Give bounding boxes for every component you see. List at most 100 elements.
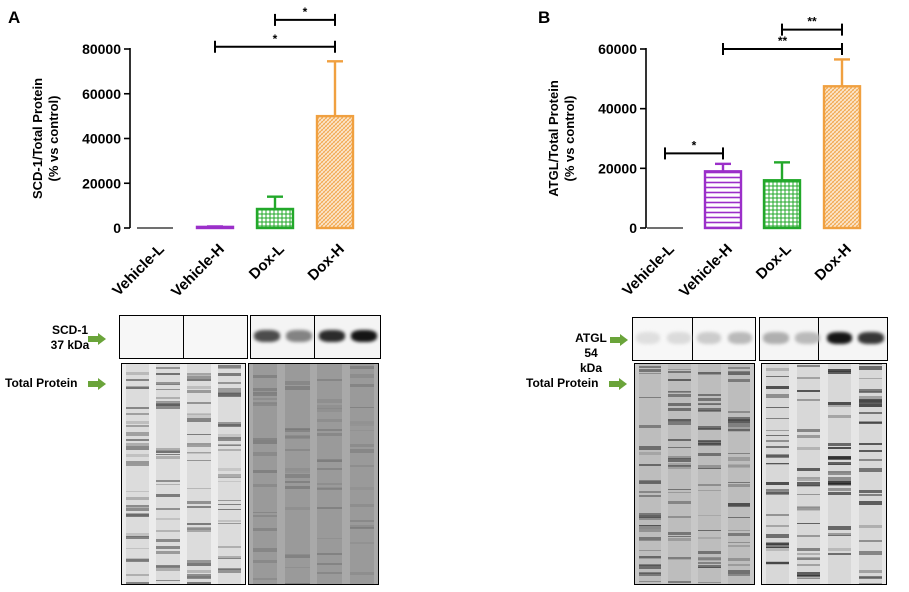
- gel-band: [796, 376, 821, 380]
- gel-lane: [187, 364, 211, 584]
- gel-band: [858, 366, 883, 370]
- gel-band: [796, 468, 821, 471]
- gel-band: [252, 577, 278, 580]
- x-tick-label-text: Vehicle-L: [619, 241, 678, 300]
- gel-band: [727, 420, 751, 424]
- gel-band: [796, 429, 821, 433]
- gel-band: [668, 371, 691, 374]
- gel-band: [668, 491, 691, 493]
- gel-band: [349, 422, 375, 425]
- gel-band: [349, 487, 375, 491]
- gel-band: [727, 570, 751, 574]
- panel-a: A 0 20000 40000 60000 80000 SCD-1/Total Prote…: [0, 0, 454, 592]
- gel-band: [858, 421, 883, 425]
- gel-band: [349, 542, 375, 545]
- gel-band: [796, 508, 821, 511]
- blot-divider: [692, 318, 693, 360]
- gel-band: [187, 375, 211, 380]
- gel-band: [156, 396, 180, 400]
- gel-band: [796, 553, 821, 556]
- gel-band: [858, 377, 883, 380]
- gel-band: [765, 534, 790, 538]
- gel-band: [156, 579, 180, 581]
- gel-band: [796, 557, 821, 561]
- x-tick-label: Dox-H: [305, 241, 348, 284]
- gel-band: [217, 557, 242, 560]
- gel-band: [727, 533, 751, 537]
- blot-divider: [314, 316, 315, 358]
- total-protein-blot-right: [761, 363, 887, 585]
- gel-band: [638, 565, 662, 570]
- gel-band: [827, 462, 852, 466]
- gel-band: [727, 457, 751, 461]
- gel-band: [727, 484, 751, 487]
- gel-band: [765, 490, 790, 495]
- gel-band: [317, 458, 342, 463]
- gel-band: [349, 465, 375, 467]
- gel-band: [125, 573, 150, 577]
- gel-band: [727, 372, 751, 375]
- gel-band: [765, 548, 790, 552]
- gel-band: [252, 374, 278, 378]
- gel-band: [187, 501, 211, 504]
- gel-band: [827, 471, 852, 473]
- gel-band: [217, 509, 242, 511]
- gel-band: [858, 412, 883, 414]
- gel-band: [317, 418, 342, 423]
- gel-lane: [252, 364, 278, 584]
- gel-band: [285, 566, 310, 569]
- gel-band: [638, 480, 662, 484]
- gel-band: [252, 402, 278, 404]
- gel-band: [727, 417, 751, 421]
- gel-band: [156, 565, 180, 568]
- bar: [762, 179, 802, 230]
- gel-band: [638, 372, 662, 374]
- gel-band: [252, 398, 278, 401]
- gel-band: [349, 423, 375, 427]
- panel-b: B 0 20000 40000 60000 ATGL/Total Protein (% v…: [455, 0, 909, 592]
- gel-band: [187, 414, 211, 418]
- gel-band: [668, 390, 691, 392]
- gel-band: [727, 465, 751, 469]
- gel-band: [698, 440, 721, 445]
- gel-band: [317, 482, 342, 486]
- gel-band: [858, 540, 883, 542]
- protein-band: [763, 332, 789, 344]
- gel-band: [252, 512, 278, 514]
- gel-band: [187, 574, 211, 578]
- gel-band: [796, 399, 821, 402]
- gel-band: [638, 555, 662, 559]
- gel-band: [125, 371, 150, 375]
- gel-band: [638, 512, 662, 515]
- gel-band: [187, 488, 211, 490]
- gel-band: [698, 398, 721, 401]
- target-protein-name: SCD-1: [51, 323, 88, 337]
- gel-band: [217, 545, 242, 549]
- total-protein-label: Total Protein: [526, 376, 599, 390]
- x-tick-label: Vehicle-L: [109, 241, 168, 300]
- panel-letter: B: [538, 8, 551, 27]
- gel-band: [858, 489, 883, 494]
- x-tick-label: Vehicle-H: [676, 241, 736, 301]
- gel-lane: [668, 364, 691, 584]
- gel-band: [727, 379, 751, 383]
- gel-band: [187, 390, 211, 393]
- x-tick-label: Vehicle-H: [168, 241, 228, 301]
- target-protein-label: ATGL 54 kDa: [572, 331, 610, 376]
- gel-band: [638, 480, 662, 484]
- gel-band: [156, 402, 180, 406]
- gel-band: [317, 563, 342, 565]
- gel-band: [125, 442, 150, 447]
- bar: [315, 114, 355, 230]
- gel-band: [217, 555, 242, 558]
- gel-band: [727, 419, 751, 423]
- gel-lane: [349, 364, 375, 584]
- gel-band: [727, 367, 751, 369]
- gel-band: [252, 548, 278, 553]
- gel-band: [858, 403, 883, 408]
- gel-band: [668, 378, 691, 382]
- gel-band: [698, 557, 721, 561]
- significance-label: *: [303, 5, 308, 19]
- gel-band: [156, 551, 180, 555]
- gel-band: [765, 514, 790, 516]
